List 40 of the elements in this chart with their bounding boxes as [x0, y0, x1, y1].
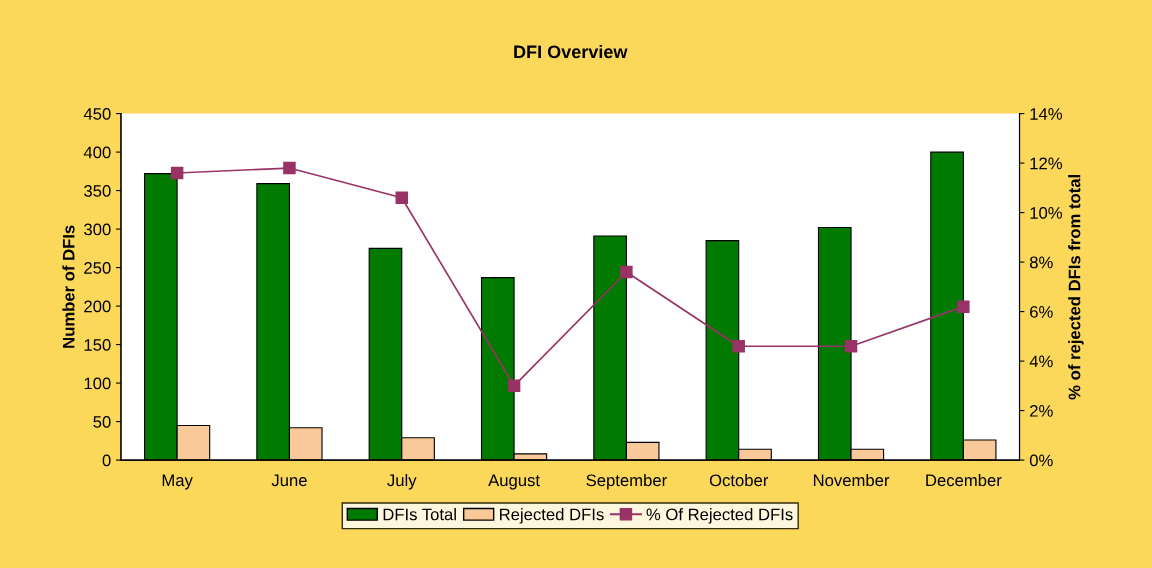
point: [844, 339, 858, 353]
y2-tick-label: 4%: [1029, 355, 1053, 368]
x-tick-label: November: [813, 473, 890, 487]
y2-tick-label: 10%: [1030, 207, 1063, 219]
y2-tick-label: 6%: [1030, 305, 1053, 318]
x-tick-label: May: [162, 474, 193, 490]
x-tick-label: June: [271, 474, 307, 487]
y2-axis-title: % of rejected DFIs from total: [1068, 175, 1084, 400]
y2-tick-label: 2%: [1030, 404, 1053, 417]
chart-title: DFI Overview: [514, 44, 628, 59]
y-tick-label: 450: [83, 108, 111, 120]
point: [957, 300, 970, 313]
y2-tick-label: 12%: [1030, 157, 1063, 170]
legend-label: % Of Rejected DFIs: [646, 508, 793, 524]
point: [620, 265, 633, 279]
point: [283, 161, 296, 175]
y-tick-label: 150: [84, 338, 111, 351]
legend-label: Rejected DFIs: [500, 508, 604, 524]
y2-tick-label: 8%: [1029, 256, 1053, 269]
y-axis-title: Number of DFIs: [62, 225, 75, 348]
x-tick-label: August: [488, 474, 540, 490]
y-tick-label: 100: [84, 377, 111, 390]
x-tick-label: July: [387, 473, 417, 490]
y2-tick-label: 0%: [1029, 454, 1053, 467]
y-tick-label: 200: [84, 300, 111, 313]
point: [507, 379, 521, 393]
legend-label: DFIs Total: [383, 508, 456, 521]
y-tick-label: 400: [83, 146, 111, 159]
y-tick-label: 250: [84, 261, 111, 274]
y-tick-label: 350: [84, 185, 111, 197]
y-tick-label: 300: [84, 223, 111, 236]
y2-tick-label: 14%: [1030, 108, 1063, 120]
x-tick-label: October: [709, 473, 769, 487]
x-tick-label: December: [926, 473, 1002, 487]
y-tick-label: 50: [93, 415, 111, 428]
point: [732, 339, 745, 353]
x-tick-label: September: [586, 473, 667, 490]
point: [170, 166, 184, 180]
y-tick-label: 0: [102, 454, 111, 467]
point: [395, 191, 409, 204]
